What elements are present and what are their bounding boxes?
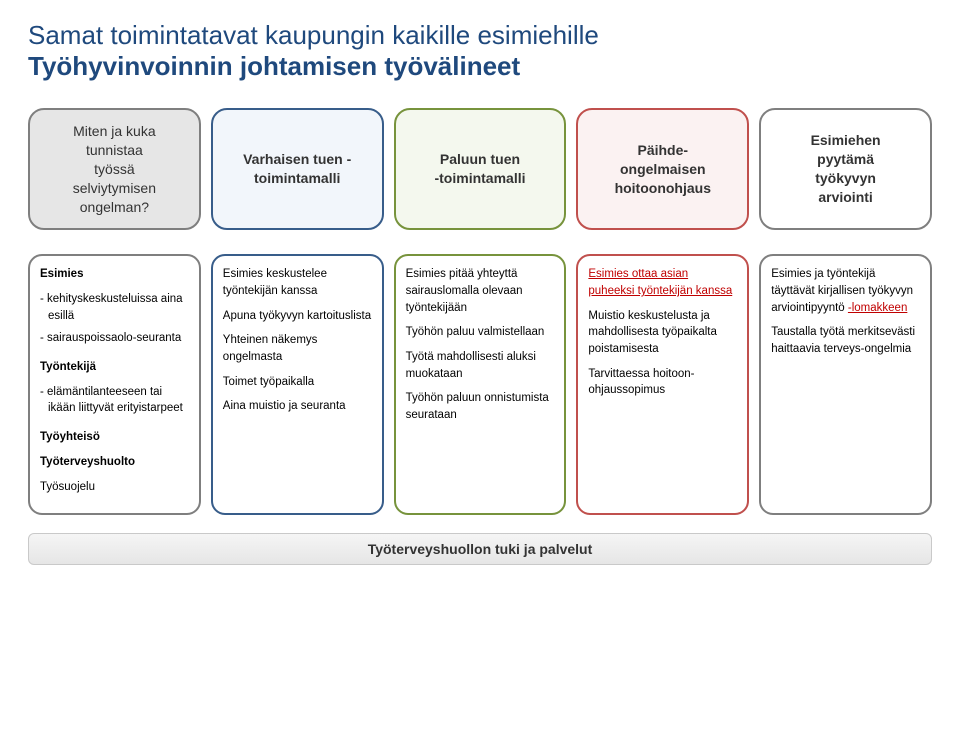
header-cell-2: Paluun tuen-toimintamalli <box>394 108 567 230</box>
title-line2: Työhyvinvoinnin johtamisen työvälineet <box>28 51 932 82</box>
header-cell-3: Päihde-ongelmaisenhoitoonohjaus <box>576 108 749 230</box>
detail-text: Esimies ja työntekijä täyttävät kirjalli… <box>771 266 920 316</box>
detail-text: Apuna työkyvyn kartoituslista <box>223 308 372 325</box>
detail-list: kehityskeskusteluissa aina esillä sairaus… <box>40 291 189 347</box>
detail-cell-0: Esimies kehityskeskusteluissa aina esillä… <box>28 254 201 515</box>
detail-text: Taustalla työtä merkitsevästi haittaavia… <box>771 324 920 357</box>
list-item: sairauspoissaolo-seuranta <box>40 330 189 347</box>
detail-cell-1: Esimies keskustelee työntekijän kanssa Ap… <box>211 254 384 515</box>
detail-bold: Työyhteisö <box>40 429 189 446</box>
list-item: elämäntilanteeseen tai ikään liittyvät e… <box>40 384 189 417</box>
detail-text: Muistio keskustelusta ja mahdollisesta t… <box>588 308 737 358</box>
detail-text: Yhteinen näkemys ongelmasta <box>223 332 372 365</box>
detail-bold: Esimies <box>40 266 189 283</box>
detail-cell-2: Esimies pitää yhteyttä sairauslomalla ol… <box>394 254 567 515</box>
detail-text: Työsuojelu <box>40 479 189 496</box>
detail-link[interactable]: -lomakkeen <box>848 302 907 314</box>
detail-cell-4: Esimies ja työntekijä täyttävät kirjalli… <box>759 254 932 515</box>
detail-text: Esimies pitää yhteyttä sairauslomalla ol… <box>406 266 555 316</box>
detail-row: Esimies kehityskeskusteluissa aina esillä… <box>28 254 932 515</box>
header-cell-1: Varhaisen tuen -toimintamalli <box>211 108 384 230</box>
detail-bold: Työntekijä <box>40 359 189 376</box>
detail-text: Esimies keskustelee työntekijän kanssa <box>223 266 372 299</box>
detail-text: Tarvittaessa hoitoon-ohjaussopimus <box>588 366 737 399</box>
footer-bar: Työterveyshuollon tuki ja palvelut <box>28 533 932 565</box>
detail-text: Työhön paluun onnistumista seurataan <box>406 390 555 423</box>
header-cell-0: Miten ja kukatunnistaatyössäselviytymise… <box>28 108 201 230</box>
header-text-3: Päihde-ongelmaisenhoitoonohjaus <box>615 141 711 198</box>
detail-text: Toimet työpaikalla <box>223 374 372 391</box>
footer-text: Työterveyshuollon tuki ja palvelut <box>368 541 593 557</box>
detail-bold: Työterveyshuolto <box>40 454 189 471</box>
detail-list: elämäntilanteeseen tai ikään liittyvät e… <box>40 384 189 417</box>
title-line1: Samat toimintatavat kaupungin kaikille e… <box>28 20 932 51</box>
list-item: kehityskeskusteluissa aina esillä <box>40 291 189 324</box>
header-text-4: Esimiehenpyytämätyökyvynarviointi <box>811 131 881 207</box>
header-text-1: Varhaisen tuen -toimintamalli <box>221 150 374 188</box>
header-text-0: Miten ja kukatunnistaatyössäselviytymise… <box>73 122 156 216</box>
detail-cell-3: Esimies ottaa asian puheeksi työntekijän… <box>576 254 749 515</box>
header-cell-4: Esimiehenpyytämätyökyvynarviointi <box>759 108 932 230</box>
detail-text: Työtä mahdollisesti aluksi muokataan <box>406 349 555 382</box>
detail-link[interactable]: Esimies ottaa asian puheeksi työntekijän… <box>588 268 732 297</box>
page-title: Samat toimintatavat kaupungin kaikille e… <box>28 20 932 82</box>
header-text-2: Paluun tuen-toimintamalli <box>434 150 525 188</box>
detail-text: Aina muistio ja seuranta <box>223 398 372 415</box>
header-row: Miten ja kukatunnistaatyössäselviytymise… <box>28 108 932 230</box>
detail-text: Työhön paluu valmistellaan <box>406 324 555 341</box>
